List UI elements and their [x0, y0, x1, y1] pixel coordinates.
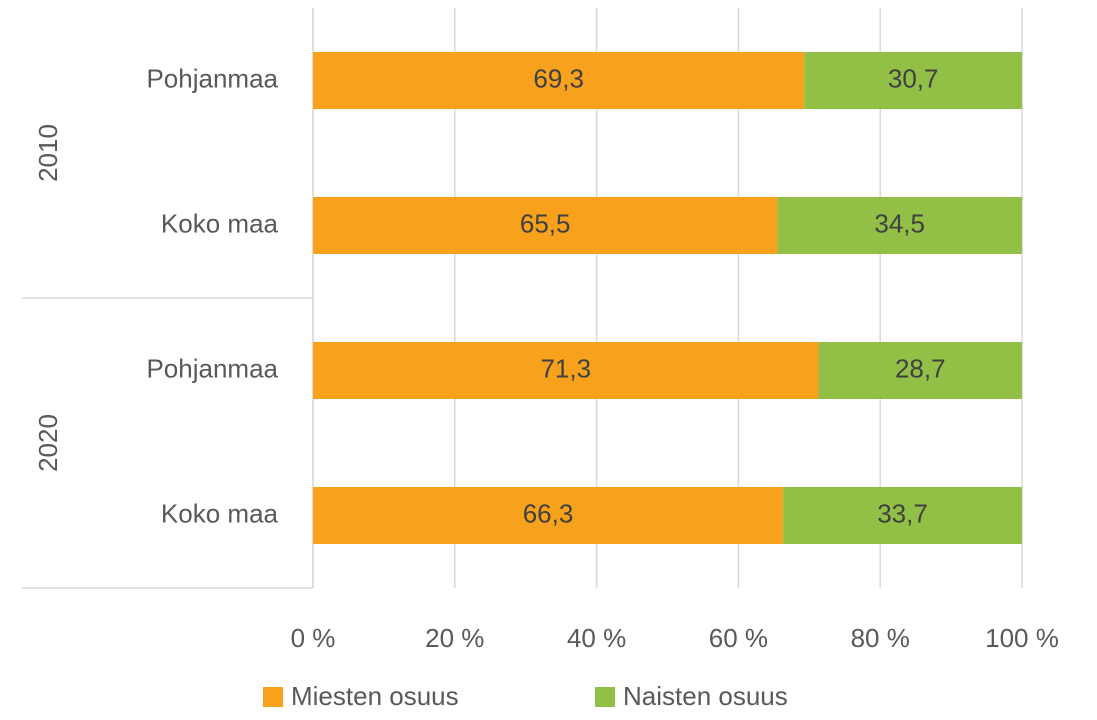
y-tick-label: Koko maa: [161, 208, 279, 238]
bar-segment: [818, 342, 1022, 399]
y-tick-label: Pohjanmaa: [146, 353, 278, 383]
x-tick-label: 60 %: [709, 623, 768, 653]
bar-segment: [313, 197, 778, 254]
legend-label: Naisten osuus: [623, 681, 788, 711]
data-label: 66,3: [523, 498, 574, 528]
bar-segment: [777, 197, 1022, 254]
data-label: 33,7: [877, 498, 928, 528]
x-tick-label: 20 %: [425, 623, 484, 653]
group-label: 2010: [33, 124, 63, 182]
data-label: 71,3: [540, 353, 591, 383]
x-tick-label: 80 %: [851, 623, 910, 653]
y-tick-label: Pohjanmaa: [146, 63, 278, 93]
data-label: 30,7: [888, 63, 939, 93]
bar-segment: [804, 52, 1022, 109]
bar-segment: [313, 487, 784, 544]
data-label: 28,7: [895, 353, 946, 383]
bar-segment: [313, 52, 805, 109]
bar-segment: [313, 342, 819, 399]
data-label: 69,3: [533, 63, 584, 93]
x-tick-label: 100 %: [985, 623, 1059, 653]
group-label: 2020: [33, 414, 63, 472]
y-tick-label: Koko maa: [161, 498, 279, 528]
legend-label: Miesten osuus: [291, 681, 459, 711]
x-tick-label: 40 %: [567, 623, 626, 653]
x-tick-label: 0 %: [291, 623, 336, 653]
legend-swatch: [263, 687, 283, 707]
data-label: 65,5: [520, 208, 571, 238]
legend-swatch: [595, 687, 615, 707]
data-label: 34,5: [874, 208, 925, 238]
bar-segment: [783, 487, 1022, 544]
